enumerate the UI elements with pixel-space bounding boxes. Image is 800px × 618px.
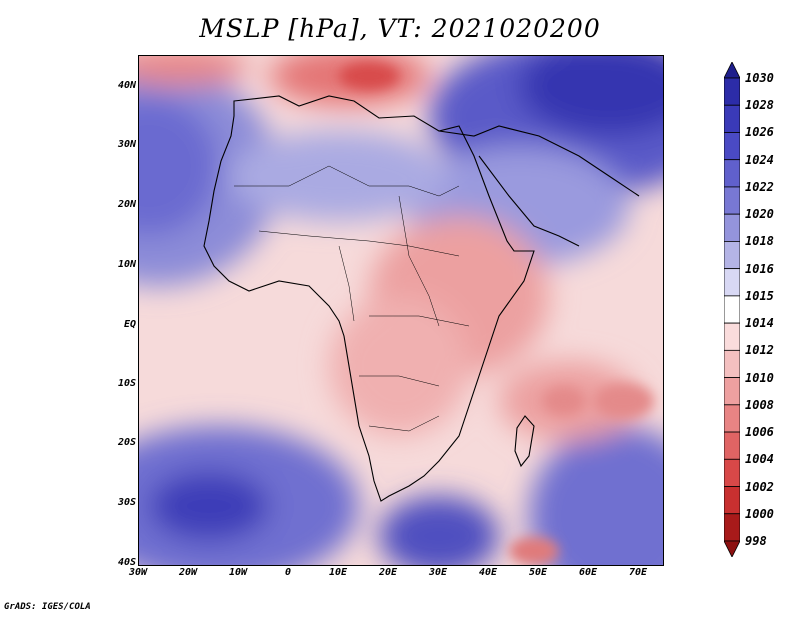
lon-tick-label: 30E: [428, 567, 448, 578]
colorbar-level-label: 1002: [745, 479, 774, 494]
madagascar-coastline: [514, 415, 535, 468]
lat-tick-label: 10S: [117, 378, 136, 389]
arabia-coastline: [478, 155, 580, 247]
lon-tick-label: 0: [284, 567, 292, 578]
lon-tick-label: 10W: [228, 567, 248, 578]
colorbar-level-label: 1008: [745, 397, 774, 412]
colorbar-band: [724, 404, 740, 433]
lon-tick-label: 10E: [328, 567, 348, 578]
colorbar-bottom-arrow: [724, 540, 740, 557]
colorbar-band: [724, 458, 740, 487]
colorbar-band: [724, 486, 740, 515]
colorbar-level-label: 1015: [745, 288, 774, 303]
colorbar-level-label: 1016: [745, 261, 774, 276]
colorbar-level-label: 998: [745, 534, 767, 548]
lon-tick-label: 60E: [578, 567, 598, 578]
asia-coastline: [438, 125, 640, 197]
colorbar-band: [724, 377, 740, 406]
colorbar-level-label: 1030: [745, 71, 774, 85]
colorbar-level-label: 1024: [745, 152, 774, 167]
lon-tick-label: 70E: [628, 567, 648, 578]
colorbar-level-label: 1012: [745, 343, 774, 358]
lon-tick-label: 30W: [128, 567, 148, 578]
colorbar-band: [724, 241, 740, 270]
colorbar-level-label: 1006: [745, 425, 774, 440]
grads-credit: GrADS: IGES/COLA: [4, 602, 91, 612]
colorbar-band: [724, 159, 740, 188]
lat-tick-label: 40S: [117, 557, 136, 568]
colorbar-level-label: 1026: [745, 125, 774, 140]
coastlines: [203, 95, 640, 502]
lat-tick-label: 40N: [117, 80, 136, 91]
colorbar-band: [724, 431, 740, 460]
africa-coastline: [203, 95, 535, 502]
lat-tick-label: EQ: [123, 319, 136, 330]
colorbar-level-label: 1000: [745, 506, 774, 521]
lon-tick-label: 40E: [478, 567, 498, 578]
colorbar: [724, 62, 740, 557]
country-borders: [234, 165, 470, 432]
lat-tick-label: 20N: [117, 199, 136, 210]
lat-tick-label: 20S: [117, 437, 136, 448]
lon-tick-label: 50E: [528, 567, 548, 578]
colorbar-level-label: 1022: [745, 179, 774, 194]
colorbar-band: [724, 349, 740, 378]
lon-tick-label: 20E: [378, 567, 398, 578]
colorbar-level-label: 1028: [745, 98, 774, 113]
lat-tick-label: 30N: [117, 139, 136, 150]
colorbar-band: [724, 513, 740, 542]
colorbar-band: [724, 104, 740, 133]
colorbar-band: [724, 132, 740, 161]
colorbar-band: [724, 213, 740, 242]
colorbar-band: [724, 295, 740, 324]
colorbar-level-label: 1004: [745, 452, 774, 467]
colorbar-level-label: 1014: [745, 316, 774, 331]
map-canvas: [139, 56, 663, 565]
pressure-cells: [339, 62, 654, 565]
colorbar-band: [724, 322, 740, 351]
colorbar-band: [724, 77, 740, 106]
pressure-map: [138, 55, 664, 566]
colorbar-level-label: 1010: [745, 370, 774, 385]
chart-title: MSLP [hPa], VT: 2021020200: [199, 14, 601, 43]
colorbar-band: [724, 186, 740, 215]
colorbar-band: [724, 268, 740, 297]
lat-tick-label: 30S: [117, 497, 136, 508]
colorbar-level-label: 1018: [745, 234, 774, 249]
colorbar-level-label: 1020: [745, 207, 774, 222]
lat-tick-label: 10N: [117, 259, 136, 270]
lon-tick-label: 20W: [178, 567, 198, 578]
colorbar-top-arrow: [724, 62, 740, 79]
